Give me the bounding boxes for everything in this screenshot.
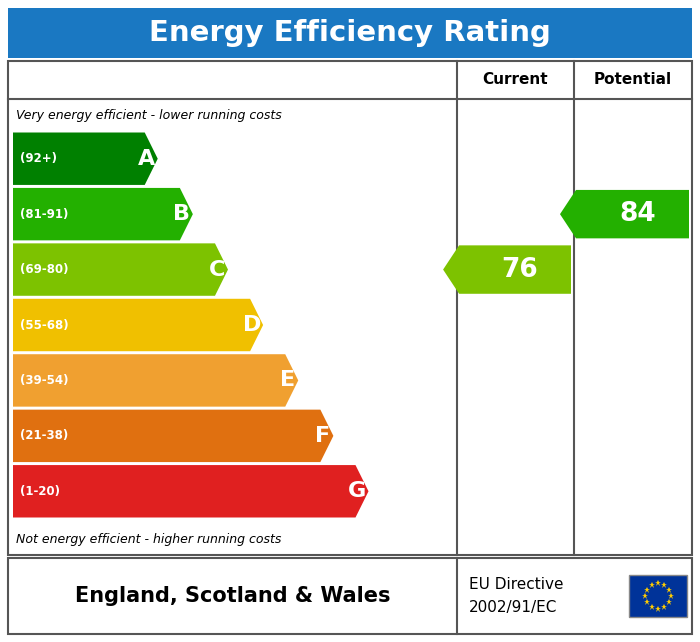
Polygon shape [13,243,228,296]
Polygon shape [13,465,368,517]
Text: (69-80): (69-80) [20,263,69,276]
Text: F: F [315,426,330,446]
Text: A: A [138,149,155,169]
Text: (81-91): (81-91) [20,207,69,221]
Text: EU Directive: EU Directive [469,577,564,592]
Polygon shape [13,132,158,185]
Text: G: G [349,482,367,501]
Bar [8,558,692,634]
Text: C: C [209,259,225,279]
Text: Potential: Potential [594,73,672,87]
Polygon shape [443,245,571,294]
Text: Very energy efficient - lower running costs: Very energy efficient - lower running co… [16,108,281,121]
Text: Energy Efficiency Rating: Energy Efficiency Rating [149,19,551,47]
Text: E: E [280,370,295,390]
Text: (1-20): (1-20) [20,485,60,498]
Text: D: D [243,315,261,335]
Polygon shape [560,190,689,238]
Bar [629,575,687,617]
Text: B: B [174,204,190,224]
Text: England, Scotland & Wales: England, Scotland & Wales [75,586,391,606]
Text: (92+): (92+) [20,152,57,165]
Text: (39-54): (39-54) [20,374,69,387]
Polygon shape [13,188,193,240]
Text: 2002/91/EC: 2002/91/EC [469,600,557,615]
Bar [8,8,692,58]
Polygon shape [13,354,298,406]
Polygon shape [13,299,263,351]
Text: Current: Current [483,73,548,87]
Text: (21-38): (21-38) [20,429,69,442]
Text: 84: 84 [620,201,656,227]
Text: 76: 76 [502,257,538,282]
Text: Not energy efficient - higher running costs: Not energy efficient - higher running co… [16,532,281,546]
Text: (55-68): (55-68) [20,318,69,331]
Bar [8,61,692,555]
Polygon shape [13,410,333,462]
